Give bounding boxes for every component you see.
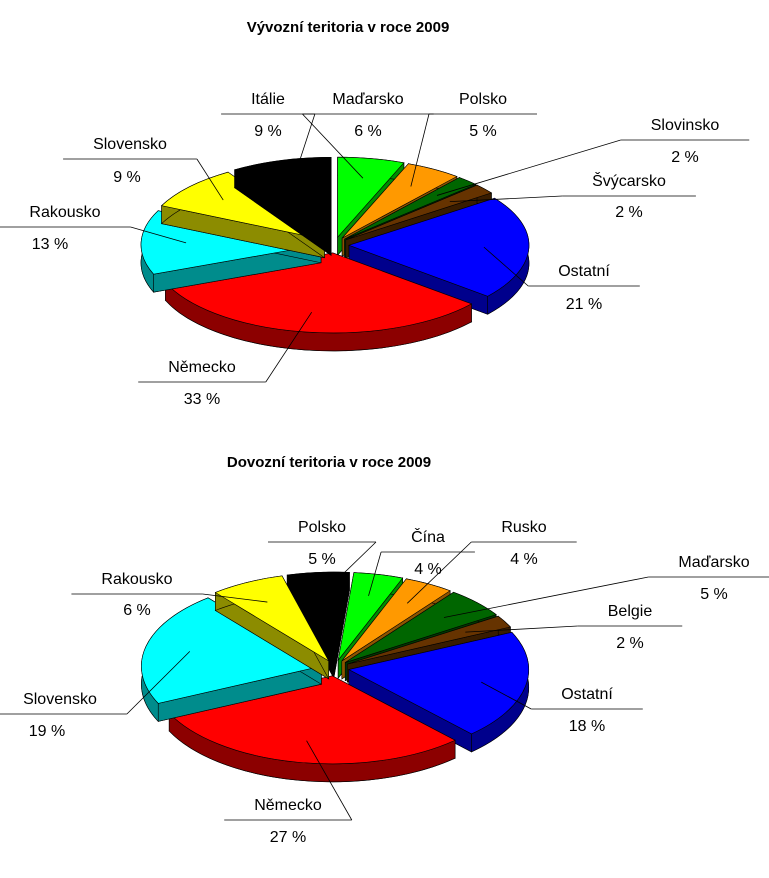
slice-label: Polsko <box>298 519 346 536</box>
slice-top <box>344 177 477 240</box>
leader-line <box>465 625 578 633</box>
slice-value-label: 5 % <box>308 551 336 568</box>
pie-slice <box>347 631 530 753</box>
leader-line <box>410 113 430 187</box>
slice-label: Německo <box>168 359 236 376</box>
slice-top <box>345 591 497 663</box>
slice-label: Belgie <box>608 603 653 620</box>
slice-value-label: 6 % <box>354 123 382 140</box>
leader-line <box>293 113 316 180</box>
chart-title: Vývozní teritoria v roce 2009 <box>247 19 450 36</box>
slice-top <box>347 615 511 665</box>
slice-label: Německo <box>254 797 322 814</box>
leader-line <box>436 139 621 196</box>
slice-label: Rusko <box>501 519 546 536</box>
leader-line <box>483 246 529 287</box>
slice-top <box>286 571 350 661</box>
slice-top <box>341 163 458 239</box>
slice-value-label: 9 % <box>254 123 282 140</box>
leader-line <box>130 226 187 244</box>
slice-top <box>348 197 530 297</box>
leader-line <box>202 593 268 603</box>
slice-top <box>214 575 330 662</box>
slice-label: Slovensko <box>23 691 97 708</box>
slice-value-label: 4 % <box>510 551 538 568</box>
leader-line <box>321 541 377 595</box>
pie-slice <box>233 157 332 256</box>
slice-value-label: 27 % <box>270 829 306 846</box>
slice-value-label: 2 % <box>616 635 644 652</box>
slice-value-label: 13 % <box>32 236 68 253</box>
slice-top <box>233 157 332 238</box>
slice-value-label: 5 % <box>700 586 728 603</box>
leader-line <box>306 740 353 821</box>
chart-title: Dovozní teritoria v roce 2009 <box>227 454 431 471</box>
leader-line <box>406 541 472 604</box>
pie-slice <box>214 575 330 680</box>
leader-line <box>443 576 649 618</box>
slice-value-label: 6 % <box>123 602 151 619</box>
slice-label: Maďarsko <box>332 91 403 108</box>
slice-value-label: 5 % <box>469 123 497 140</box>
pie-slice <box>161 171 325 259</box>
slice-top <box>337 572 404 661</box>
leader-line <box>302 113 364 179</box>
leader-line <box>126 651 191 715</box>
slice-top <box>345 184 493 241</box>
slice-value-label: 9 % <box>113 169 141 186</box>
slice-label: Slovinsko <box>651 117 720 134</box>
slice-label: Maďarsko <box>678 554 749 571</box>
slice-label: Itálie <box>251 91 285 108</box>
leader-line <box>265 311 313 383</box>
slice-top <box>347 632 530 735</box>
slice-label: Polsko <box>459 91 507 108</box>
slice-label: Ostatní <box>558 263 610 280</box>
slice-label: Slovensko <box>93 136 167 153</box>
leader-line <box>368 551 382 597</box>
slice-label: Švýcarsko <box>592 171 666 190</box>
slice-top <box>161 171 325 241</box>
slice-label: Ostatní <box>561 686 613 703</box>
slice-value-label: 2 % <box>615 204 643 221</box>
slice-value-label: 2 % <box>671 149 699 166</box>
slice-value-label: 18 % <box>569 718 605 735</box>
slice-top <box>341 578 451 662</box>
slice-label: Čína <box>411 527 445 546</box>
slice-value-label: 19 % <box>29 723 65 740</box>
slice-label: Rakousko <box>101 571 172 588</box>
slice-label: Rakousko <box>29 204 100 221</box>
leader-line <box>196 158 224 201</box>
slice-value-label: 21 % <box>566 296 602 313</box>
slice-value-label: 4 % <box>414 561 442 578</box>
leader-line <box>481 681 532 710</box>
slice-value-label: 33 % <box>184 391 220 408</box>
slice-top <box>337 156 405 238</box>
leader-line <box>449 195 563 203</box>
